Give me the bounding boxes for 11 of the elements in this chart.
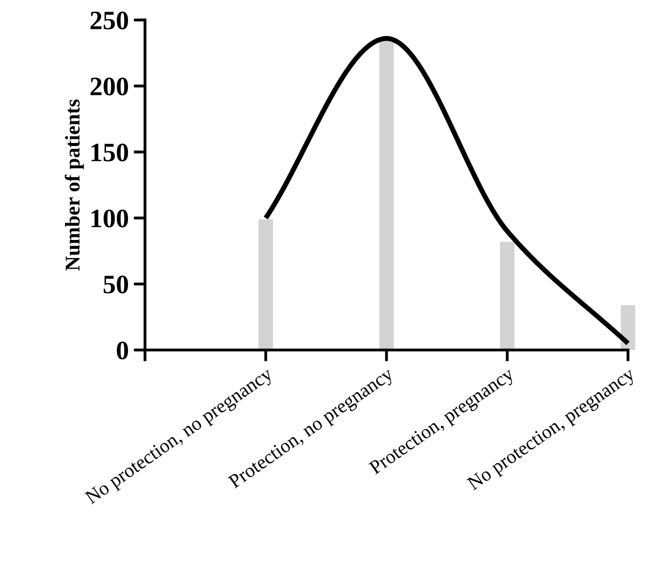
- bar: [258, 219, 273, 350]
- bar: [379, 40, 394, 350]
- y-tick-label: 250: [90, 12, 128, 30]
- y-tick-label: 150: [92, 144, 128, 162]
- bar: [500, 242, 514, 350]
- y-axis-title: Number of patients: [64, 99, 84, 271]
- y-tick-label: 50: [104, 276, 128, 294]
- line-series: [263, 36, 630, 346]
- y-tick-label: 200: [90, 78, 128, 96]
- y-tick-label: 0: [116, 342, 128, 360]
- y-tick-label: 100: [92, 210, 128, 228]
